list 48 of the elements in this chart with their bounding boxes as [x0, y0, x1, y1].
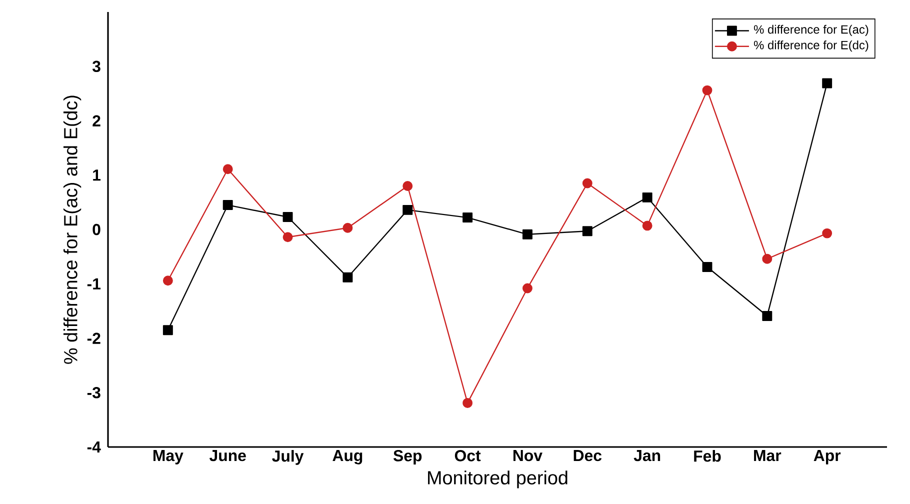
point — [702, 262, 712, 272]
x-tick-label: Nov — [513, 450, 542, 462]
point — [582, 178, 592, 188]
point — [702, 85, 712, 96]
point — [762, 310, 772, 321]
point — [342, 222, 353, 233]
x-tick-label: Dec — [574, 450, 602, 462]
y-tick-label: -2 — [87, 332, 100, 344]
point — [402, 204, 413, 215]
legend-label: % difference for E(dc) — [754, 40, 868, 52]
point — [642, 192, 652, 202]
point — [402, 181, 413, 191]
y-tick-label: -3 — [87, 386, 100, 398]
point — [822, 78, 832, 88]
y-tick-label: -1 — [87, 278, 100, 290]
point — [582, 226, 592, 236]
x-tick-label: Aug — [332, 450, 362, 464]
y-tick-label: 3 — [92, 60, 100, 72]
y-tick-label: -4 — [87, 442, 101, 452]
point — [462, 398, 473, 408]
y-tick-label: 2 — [92, 115, 100, 126]
point — [282, 232, 293, 242]
y-axis-title: % difference for E(ac) and E(dc) — [63, 96, 82, 364]
point — [642, 220, 652, 231]
point — [282, 212, 293, 222]
x-tick-label: Feb — [694, 450, 721, 462]
x-tick-label: Oct — [454, 450, 481, 462]
point — [522, 229, 532, 240]
point — [522, 283, 532, 294]
point — [462, 212, 473, 223]
point — [822, 228, 832, 238]
x-tick-label: Sep — [393, 450, 422, 464]
point — [222, 164, 233, 174]
x-tick-label: Mar — [754, 450, 782, 462]
x-tick-label: July — [272, 450, 304, 465]
x-tick-label: May — [153, 450, 184, 464]
point — [222, 200, 233, 210]
x-axis-title: Monitored period — [428, 470, 568, 488]
y-tick-label: 1 — [93, 170, 101, 181]
x-tick-label: Jan — [634, 450, 660, 462]
point — [762, 254, 772, 264]
legend-label: % difference for E(ac) — [754, 24, 868, 36]
y-tick-label: 0 — [92, 224, 100, 236]
point — [162, 325, 173, 336]
point — [162, 276, 173, 286]
x-tick-label: June — [210, 450, 246, 462]
x-tick-label: Apr — [814, 450, 841, 464]
point — [342, 272, 353, 282]
